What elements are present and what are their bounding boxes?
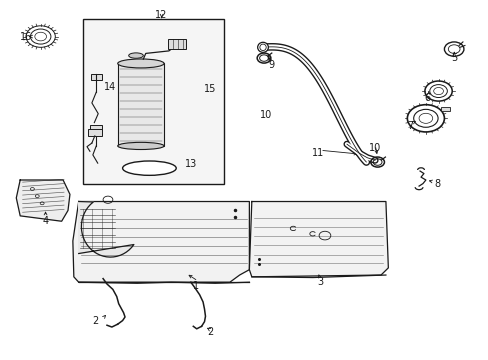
Text: 12: 12 xyxy=(155,10,167,20)
Polygon shape xyxy=(73,202,249,282)
Text: 13: 13 xyxy=(184,159,197,169)
Ellipse shape xyxy=(257,42,268,52)
Bar xyxy=(118,63,163,146)
Text: 16: 16 xyxy=(20,32,32,42)
Text: 14: 14 xyxy=(104,82,116,92)
Bar xyxy=(440,107,449,111)
Bar xyxy=(90,125,102,130)
Bar xyxy=(91,74,102,80)
Text: 15: 15 xyxy=(204,84,216,94)
Text: 7: 7 xyxy=(407,121,412,131)
Text: 8: 8 xyxy=(433,179,439,189)
Text: 5: 5 xyxy=(450,53,456,63)
Text: 1: 1 xyxy=(192,281,199,291)
Ellipse shape xyxy=(118,59,163,68)
Ellipse shape xyxy=(122,161,176,175)
Bar xyxy=(167,39,186,49)
Polygon shape xyxy=(16,180,70,221)
Bar xyxy=(82,19,224,184)
Text: 9: 9 xyxy=(268,60,274,70)
Text: 4: 4 xyxy=(42,216,48,226)
Ellipse shape xyxy=(128,53,143,58)
Polygon shape xyxy=(249,202,387,277)
Text: 6: 6 xyxy=(424,93,429,103)
Ellipse shape xyxy=(259,44,265,50)
Text: 3: 3 xyxy=(316,277,323,287)
Polygon shape xyxy=(79,202,134,257)
Bar xyxy=(88,130,102,136)
Text: 11: 11 xyxy=(311,148,323,158)
Text: 2: 2 xyxy=(207,327,213,337)
Text: 10: 10 xyxy=(260,111,272,121)
Ellipse shape xyxy=(118,142,163,149)
Text: 10: 10 xyxy=(368,143,381,153)
Text: 2: 2 xyxy=(92,316,99,325)
